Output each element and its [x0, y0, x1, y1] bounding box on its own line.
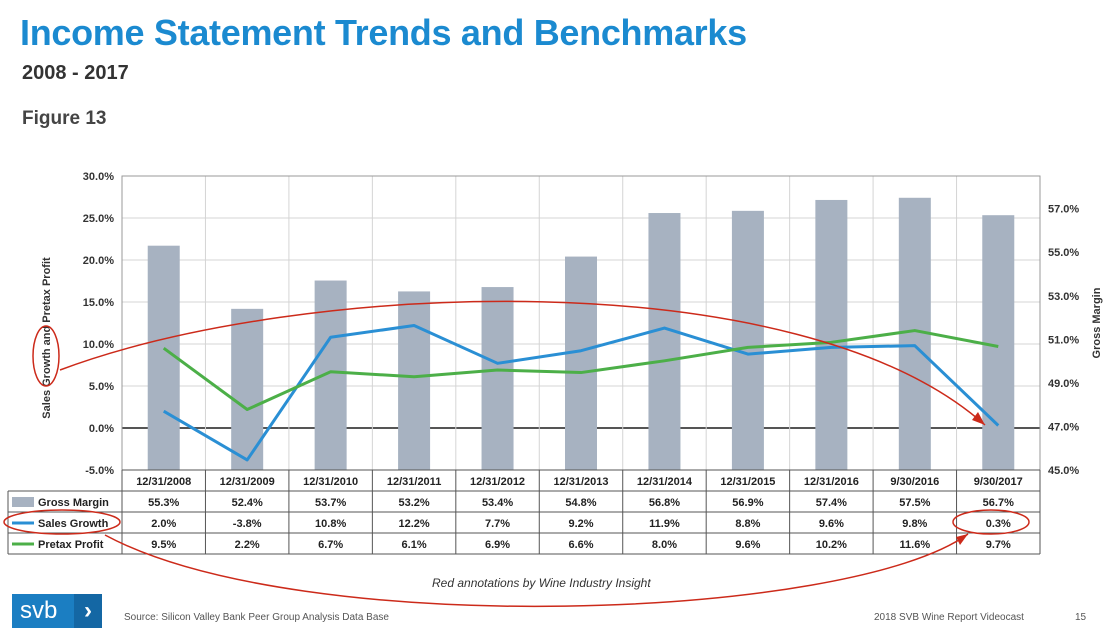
category-label: 12/31/2016: [804, 476, 859, 488]
data-label: 7.7%: [485, 518, 510, 530]
source-note: Source: Silicon Valley Bank Peer Group A…: [124, 612, 389, 623]
line-sales-growth: [162, 324, 1000, 462]
data-label: 57.4%: [816, 497, 847, 509]
data-label: 8.8%: [735, 518, 760, 530]
legend-key-gross-margin: [12, 497, 34, 507]
data-label: 53.2%: [398, 497, 429, 509]
y2-tick-label: 51.0%: [1048, 334, 1079, 346]
data-label: 6.9%: [485, 539, 510, 551]
data-label: 9.6%: [819, 518, 844, 530]
data-label: 52.4%: [232, 497, 263, 509]
category-label: 12/31/2014: [637, 476, 693, 488]
y-tick-label: 5.0%: [89, 381, 114, 393]
annotation-arrowhead: [972, 412, 985, 425]
data-label: 12.2%: [398, 518, 429, 530]
bar-gross-margin: [815, 199, 848, 470]
data-label: 9.5%: [151, 539, 176, 551]
y2-tick-label: 57.0%: [1048, 204, 1079, 216]
data-label: 57.5%: [899, 497, 930, 509]
category-label: 9/30/2016: [890, 476, 939, 488]
data-label: 8.0%: [652, 539, 677, 551]
data-label: -3.8%: [233, 518, 262, 530]
data-label: 9.2%: [568, 518, 593, 530]
data-label: 6.7%: [318, 539, 343, 551]
bar-gross-margin: [731, 210, 764, 470]
category-label: 12/31/2013: [553, 476, 608, 488]
annotation-arrowhead: [956, 534, 968, 545]
y-tick-label: 25.0%: [83, 213, 114, 225]
series-name: Sales Growth: [38, 518, 109, 530]
annotation-ellipse-value: [952, 509, 1030, 535]
y2-tick-label: 47.0%: [1048, 421, 1079, 433]
line-pretax-profit: [162, 329, 999, 412]
category-label: 12/31/2015: [720, 476, 775, 488]
page-subtitle: 2008 - 2017: [22, 62, 129, 84]
page-title: Income Statement Trends and Benchmarks: [20, 12, 747, 53]
y2-tick-label: 55.0%: [1048, 247, 1079, 259]
data-label: 56.9%: [732, 497, 763, 509]
data-label: 10.8%: [315, 518, 346, 530]
bar-gross-margin: [398, 291, 431, 470]
data-label: 10.2%: [816, 539, 847, 551]
data-label: 53.7%: [315, 497, 346, 509]
page-number: 15: [1075, 612, 1087, 623]
data-label: 55.3%: [148, 497, 179, 509]
category-label: 12/31/2011: [387, 476, 441, 488]
y-tick-label: 0.0%: [89, 423, 114, 435]
category-label: 9/30/2017: [974, 476, 1023, 488]
annotation-arrow-lower: [104, 533, 969, 608]
bar-gross-margin: [565, 256, 597, 470]
y-tick-label: -5.0%: [85, 465, 114, 477]
y2-tick-label: 53.0%: [1048, 291, 1079, 303]
chevron-right-icon: ›: [74, 594, 102, 628]
data-label: 9.6%: [735, 539, 760, 551]
data-label: 9.8%: [902, 518, 927, 530]
data-label: 56.7%: [983, 497, 1014, 509]
series-name: Gross Margin: [38, 497, 109, 509]
category-label: 12/31/2008: [136, 476, 191, 488]
y2-tick-label: 45.0%: [1048, 465, 1079, 477]
data-label: 9.7%: [986, 539, 1011, 551]
y-axis-title: Sales Growth and Pretax Profit: [41, 257, 53, 419]
annotation-ellipse-legend: [3, 509, 121, 535]
report-name: 2018 SVB Wine Report Videocast: [874, 612, 1024, 623]
figure-label: Figure 13: [22, 108, 107, 129]
data-label: 2.0%: [151, 518, 176, 530]
y2-tick-label: 49.0%: [1048, 378, 1079, 390]
svb-logo-text: svb: [20, 597, 58, 624]
bar-gross-margin: [982, 215, 1015, 470]
y2-axis-title: Gross Margin: [1091, 287, 1103, 358]
data-label: 6.6%: [568, 539, 593, 551]
data-label: 0.3%: [986, 518, 1011, 530]
data-label: 11.9%: [649, 518, 680, 530]
data-label: 6.1%: [402, 539, 427, 551]
data-label: 11.6%: [900, 539, 931, 551]
data-label: 53.4%: [482, 497, 513, 509]
bar-gross-margin: [648, 213, 681, 470]
y-tick-label: 15.0%: [83, 297, 114, 309]
category-label: 12/31/2012: [470, 476, 525, 488]
category-label: 12/31/2010: [303, 476, 358, 488]
svb-logo: svb ›: [12, 594, 102, 628]
y-tick-label: 20.0%: [83, 255, 114, 267]
annotation-note: Red annotations by Wine Industry Insight: [432, 576, 651, 590]
data-label: 54.8%: [565, 497, 596, 509]
annotation-arrow-upper: [59, 300, 986, 426]
data-label: 2.2%: [235, 539, 260, 551]
y-tick-label: 10.0%: [83, 339, 114, 351]
annotation-ellipse-axis: [32, 325, 60, 387]
data-label: 56.8%: [649, 497, 680, 509]
y-tick-label: 30.0%: [83, 171, 114, 183]
bar-gross-margin: [481, 287, 514, 470]
category-label: 12/31/2009: [220, 476, 275, 488]
series-name: Pretax Profit: [38, 539, 104, 551]
